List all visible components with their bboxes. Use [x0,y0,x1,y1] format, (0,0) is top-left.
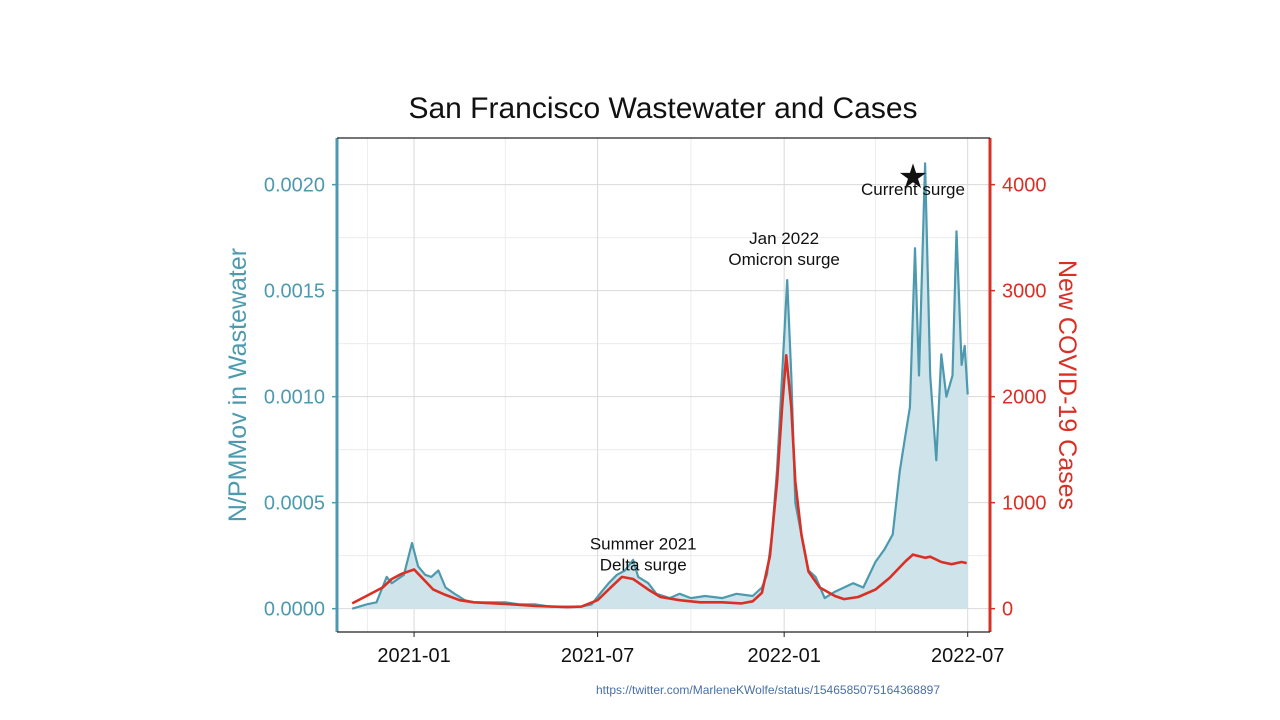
y-left-tick-label: 0.0000 [264,599,325,621]
y-right-tick-label: 4000 [1002,175,1047,197]
x-tick-label: 2022-01 [747,645,820,667]
y-right-tick-label: 1000 [1002,493,1047,515]
chart-title: San Francisco Wastewater and Cases [408,92,917,125]
annotation-line: Omicron surge [728,250,839,269]
annotation-line: Summer 2021 [590,534,697,553]
y-right-tick-label: 3000 [1002,281,1047,303]
y-axis-left-label: N/PMMov in Wastewater [224,248,252,522]
y-left-tick-label: 0.0015 [264,281,325,303]
wastewater-area-layer [352,163,968,609]
cases-line [351,353,967,609]
series-line-layer [351,162,969,610]
annotation-line: Jan 2022 [749,229,819,248]
axes [335,137,992,633]
wastewater-line [351,162,969,610]
y-right-tick-label: 2000 [1002,387,1047,409]
x-tick-label: 2021-07 [561,645,634,667]
y-right-tick-label: 0 [1002,599,1013,621]
source-link[interactable]: https://twitter.com/MarleneKWolfe/status… [596,683,940,697]
x-tick-label: 2021-01 [377,645,450,667]
y-left-tick-label: 0.0005 [264,493,325,515]
y-axis-right-label: New COVID-19 Cases [1053,260,1081,510]
annotation-text: Summer 2021 Delta surge [590,534,697,574]
wastewater-area [352,163,968,609]
annotation-text: Jan 2022 Omicron surge [728,229,839,269]
y-left-tick-label: 0.0020 [264,175,325,197]
x-tick-label: 2022-07 [931,645,1004,667]
star-icon: ★ [898,157,928,197]
tick-labels: 2021-01 2021-07 2022-01 2022-07 0.0000 0.0005… [264,175,1047,667]
annotations: Summer 2021 Delta surge Jan 2022 Omicron su… [590,157,965,574]
annotation-line: Delta surge [600,555,687,574]
y-left-tick-label: 0.0010 [264,387,325,409]
annotation-text: Current surge [861,180,965,199]
annotation-line: Current surge [861,180,965,199]
